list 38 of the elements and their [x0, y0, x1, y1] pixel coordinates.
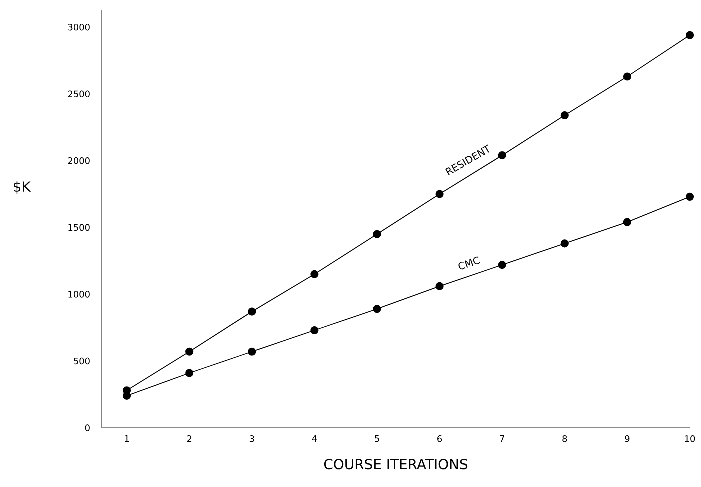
point [373, 230, 382, 238]
x-tick-label: 3 [250, 436, 254, 442]
y-tick-label: 2500 [68, 90, 90, 98]
point [560, 240, 569, 248]
x-tick-label: 4 [312, 436, 318, 442]
x-tick-label: 7 [500, 436, 504, 442]
x-tick-label: 2 [187, 436, 192, 442]
point [436, 282, 444, 290]
point [686, 192, 694, 201]
point [436, 190, 444, 198]
x-tick-label: 5 [375, 436, 380, 442]
x-axis-title: COURSE ITERATIONS [324, 459, 468, 470]
point [498, 152, 506, 160]
point [186, 348, 194, 356]
point [686, 31, 694, 40]
y-tick-label: 0 [85, 424, 90, 432]
text: CMC [458, 256, 480, 270]
y-tick-label: 1000 [68, 291, 90, 298]
point [623, 72, 632, 81]
point [498, 261, 506, 270]
y-axis-title: $K [14, 181, 32, 194]
y-tick-label: 500 [74, 358, 90, 365]
y-tick-label: 3000 [68, 24, 90, 31]
point [248, 308, 256, 316]
y-tick-label: 1500 [68, 224, 90, 232]
x-tick-label: 8 [562, 436, 568, 442]
point [623, 218, 632, 226]
x-tick-label: 10 [685, 436, 696, 442]
point [186, 369, 194, 378]
x-tick-label: 1 [125, 436, 130, 442]
x-tick-label: 9 [625, 436, 630, 442]
point [560, 111, 569, 120]
point [248, 348, 256, 356]
x-tick-label: 6 [438, 436, 442, 442]
point [373, 305, 382, 314]
y-tick-label: 2000 [68, 158, 90, 164]
point [310, 326, 319, 335]
point [310, 270, 319, 278]
